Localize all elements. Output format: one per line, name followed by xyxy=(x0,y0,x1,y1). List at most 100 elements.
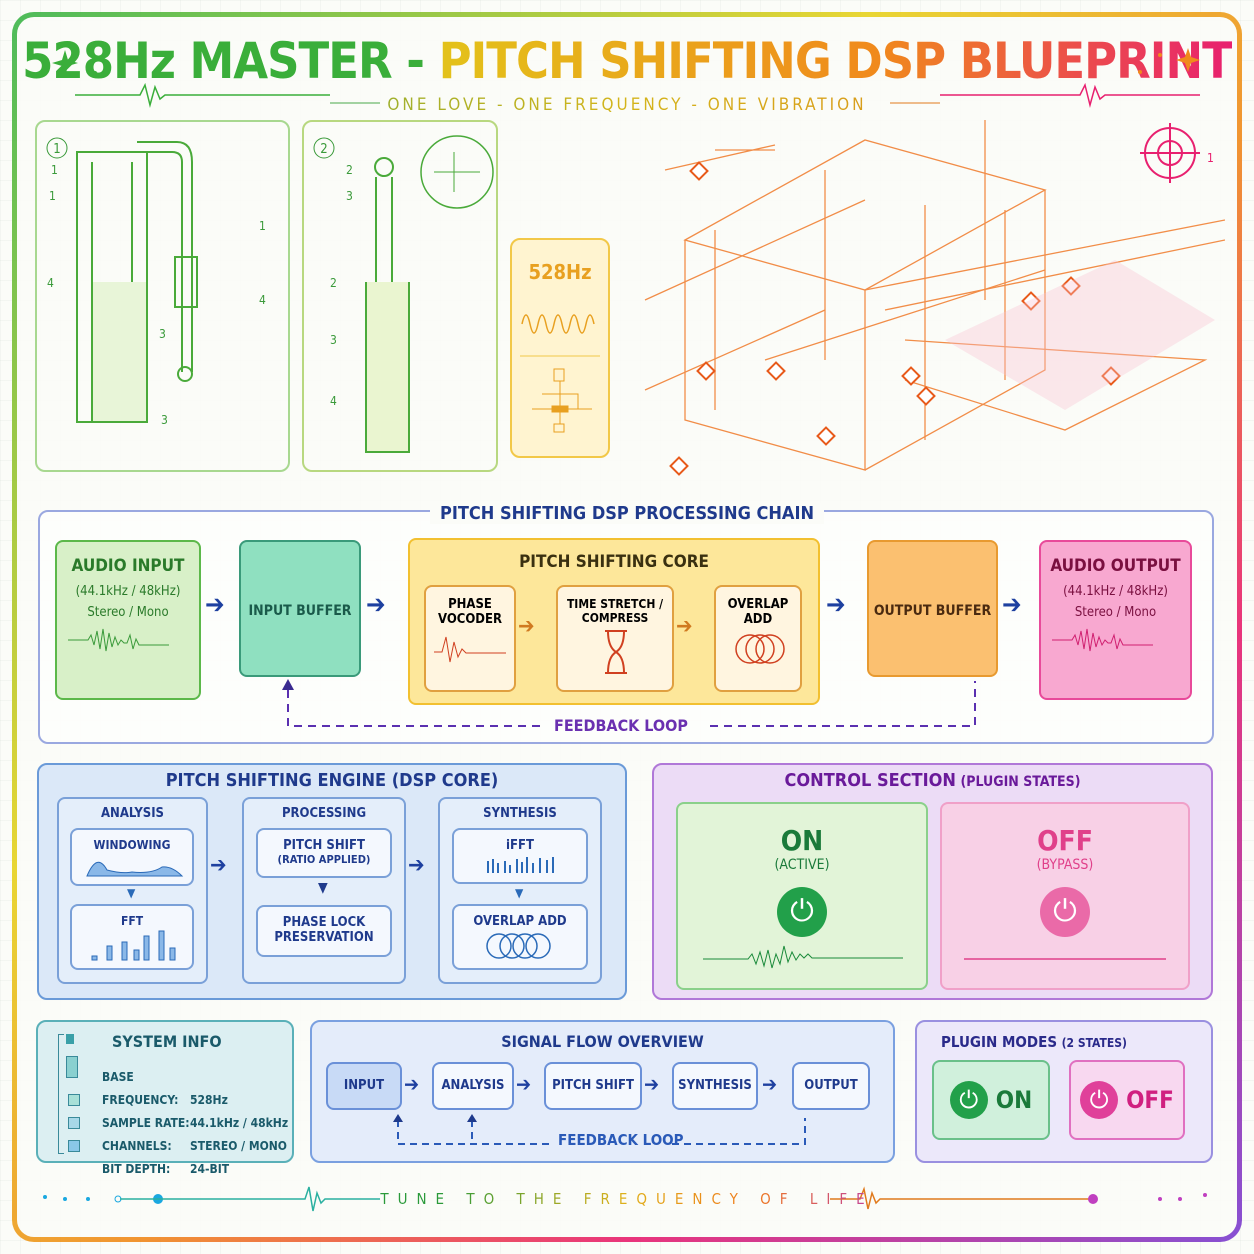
callout-label: 1 xyxy=(259,219,266,233)
callout-label: 1 xyxy=(1207,151,1214,165)
arrow-down-icon: ▼ xyxy=(515,886,524,900)
hourglass-icon xyxy=(605,630,627,674)
callout-label: 3 xyxy=(159,327,166,341)
mode-off-button[interactable]: ⏻ OFF xyxy=(1069,1060,1185,1140)
page-subtitle: ONE LOVE - ONE FREQUENCY - ONE VIBRATION xyxy=(0,95,1254,115)
callout-label: 3 xyxy=(346,189,353,203)
audio-output-block: AUDIO OUTPUT (44.1kHz / 48kHz) Stereo / … xyxy=(1039,540,1192,700)
arrow-icon: ➔ xyxy=(404,1072,420,1096)
panel-title: SIGNAL FLOW OVERVIEW xyxy=(501,1032,704,1051)
spectrum-bars-icon xyxy=(487,857,554,873)
block-title: AUDIO OUTPUT xyxy=(1050,556,1181,576)
flow-step-input: INPUT xyxy=(326,1062,402,1110)
info-row: BIT DEPTH: 24-BIT xyxy=(102,1162,230,1176)
feedback-loop-label: FEEDBACK LOOP xyxy=(558,1131,684,1149)
channels: Stereo / Mono xyxy=(87,605,169,620)
target-reticle-icon xyxy=(1140,123,1200,183)
panel-number: 2 xyxy=(320,142,327,157)
window-curve-icon xyxy=(86,861,184,877)
flat-line-icon xyxy=(964,958,1166,960)
overlap-add-step: OVERLAP ADD xyxy=(452,904,588,970)
isometric-blueprint-drawing: 1 xyxy=(644,120,1225,476)
arrow-icon: ➔ xyxy=(762,1072,778,1096)
power-icon[interactable]: ⏻ xyxy=(1040,887,1090,937)
flow-feedback-line xyxy=(393,1114,806,1145)
callout-label: 4 xyxy=(259,293,266,307)
mode-on-button[interactable]: ⏻ ON xyxy=(932,1060,1050,1140)
callout-label: 2 xyxy=(346,163,353,177)
phase-vocoder-step: PHASE VOCODER xyxy=(424,585,516,692)
arrow-icon: ➔ xyxy=(826,590,846,620)
blueprint-panel-1: 1 1 1 1 4 4 3 3 xyxy=(35,120,290,472)
fft-step: FFT xyxy=(70,904,194,970)
power-icon: ⏻ xyxy=(1080,1081,1119,1119)
callout-label: 2 xyxy=(330,276,337,290)
overlapping-circles-icon xyxy=(735,634,785,664)
flow-step-analysis: ANALYSIS xyxy=(432,1062,514,1110)
flow-step-pitch-shift: PITCH SHIFT xyxy=(544,1062,642,1110)
panel-title: SYSTEM INFO xyxy=(112,1032,222,1051)
sine-wave-icon xyxy=(520,314,600,433)
system-info-panel: SYSTEM INFO BASE FREQUENCY: 528Hz SAMPLE … xyxy=(36,1020,294,1176)
header-decorations xyxy=(52,48,1200,108)
sample-rate: (44.1kHz / 48kHz) xyxy=(75,584,181,599)
title-part-1: 528Hz MASTER - xyxy=(22,32,439,90)
flow-step-output: OUTPUT xyxy=(792,1062,870,1110)
waveform-line-right xyxy=(940,82,1200,108)
waveform-icon xyxy=(434,636,506,663)
flow-step-synthesis: SYNTHESIS xyxy=(672,1062,758,1110)
overlapping-circles-icon xyxy=(486,933,551,959)
block-title: AUDIO INPUT xyxy=(71,556,185,576)
audio-input-block: AUDIO INPUT (44.1kHz / 48kHz) Stereo / M… xyxy=(55,540,201,700)
power-icon[interactable]: ⏻ xyxy=(777,887,827,937)
sparkle-icon xyxy=(1138,48,1200,74)
ifft-step: iFFT xyxy=(452,828,588,884)
info-row: CHANNELS: STEREO / MONO xyxy=(102,1139,287,1153)
off-state-card[interactable]: OFF (BYPASS) ⏻ xyxy=(940,802,1190,990)
pipe-schematic-drawing: 1 1 1 1 4 4 3 3 xyxy=(46,137,266,427)
arrow-icon: ➔ xyxy=(676,614,693,639)
callout-label: 3 xyxy=(330,333,337,347)
spectrum-bars-icon xyxy=(91,930,176,961)
frequency-box: 528Hz xyxy=(510,238,610,458)
output-buffer-block: OUTPUT BUFFER xyxy=(867,540,998,677)
block-title: PITCH SHIFTING CORE xyxy=(519,552,709,572)
arrow-icon: ➔ xyxy=(408,853,425,878)
waveform-icon xyxy=(703,945,903,969)
windowing-step: WINDOWING xyxy=(70,828,194,886)
bracket-decoration xyxy=(58,1034,64,1154)
arrow-down-icon: ▼ xyxy=(127,886,136,900)
arrow-icon: ➔ xyxy=(644,1072,660,1096)
on-state-card[interactable]: ON (ACTIVE) ⏻ xyxy=(676,802,928,990)
waveform-line-left xyxy=(75,82,330,108)
tube-schematic-drawing: 2 2 3 2 3 4 xyxy=(313,135,494,453)
callout-label: 1 xyxy=(51,163,58,177)
feedback-loop-label: FEEDBACK LOOP xyxy=(554,716,688,735)
title-part-2: PITCH SHIFTING DSP BLUEPRINT xyxy=(438,32,1233,90)
processing-chain-title: PITCH SHIFTING DSP PROCESSING CHAIN xyxy=(0,503,1254,524)
power-icon: ⏻ xyxy=(949,1081,988,1119)
sample-rate: (44.1kHz / 48kHz) xyxy=(1063,584,1168,599)
arrow-icon: ➔ xyxy=(205,590,225,620)
footer-decoration xyxy=(43,1186,1207,1212)
overlap-add-step: OVERLAP ADD xyxy=(714,585,802,692)
feedback-loop-line xyxy=(282,679,976,727)
footer-tagline: TUNE TO THE FREQUENCY OF LIFE xyxy=(0,1190,1254,1208)
blueprint-panel-2: 2 2 3 2 3 4 xyxy=(302,120,498,472)
info-row: SAMPLE RATE:44.1kHz / 48kHz xyxy=(102,1116,289,1130)
pitch-shift-step: PITCH SHIFT (RATIO APPLIED) xyxy=(256,828,392,878)
panel-number: 1 xyxy=(53,142,60,157)
callout-label: 4 xyxy=(47,276,54,290)
frequency-label: 528Hz xyxy=(528,260,592,284)
info-row: BASE FREQUENCY: 528Hz xyxy=(102,1070,228,1107)
arrow-icon: ➔ xyxy=(516,1072,532,1096)
arrow-icon: ➔ xyxy=(210,853,227,878)
panel-title: PITCH SHIFTING ENGINE (DSP CORE) xyxy=(165,770,499,791)
sparkle-icon xyxy=(52,50,107,76)
waveform-icon xyxy=(1051,628,1153,652)
arrow-icon: ➔ xyxy=(1002,590,1022,620)
arrow-icon: ➔ xyxy=(366,590,386,620)
time-stretch-step: TIME STRETCH / COMPRESS xyxy=(556,585,674,692)
arrow-icon: ➔ xyxy=(518,614,535,639)
callout-label: 1 xyxy=(49,189,56,203)
